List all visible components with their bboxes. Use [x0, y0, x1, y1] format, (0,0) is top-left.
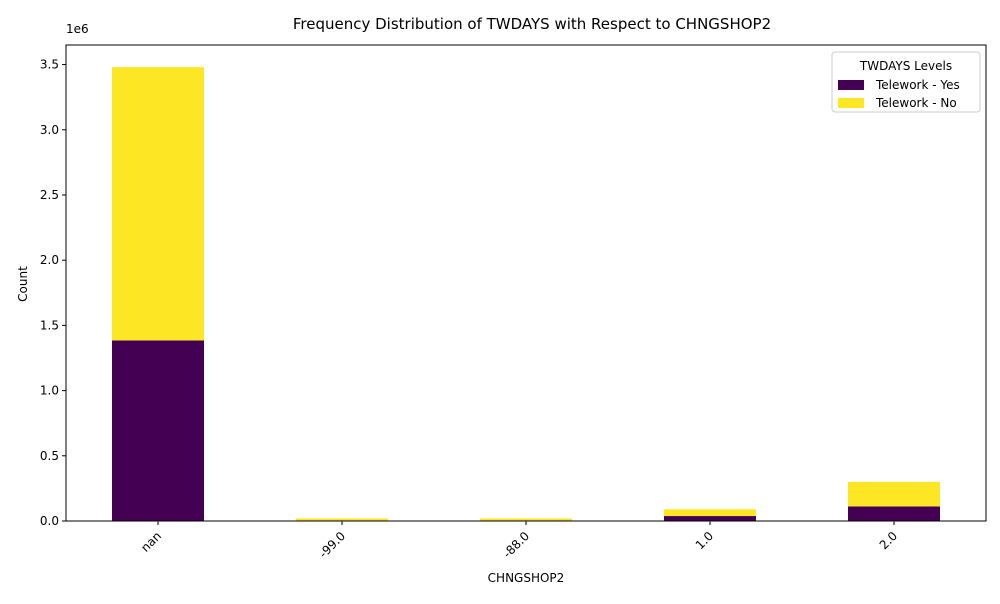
x-tick-label: -99.0 [316, 529, 348, 561]
y-tick-label: 3.0 [40, 123, 59, 137]
y-axis-label: Count [16, 266, 30, 302]
x-axis-ticks: nan -99.0 -88.0 1.0 2.0 [138, 521, 900, 561]
legend: TWDAYS Levels Telework - Yes Telework - … [831, 51, 981, 113]
x-tick-label: 1.0 [693, 529, 716, 552]
y-tick-label: 0.0 [40, 514, 59, 528]
x-axis-label: CHNGSHOP2 [488, 571, 565, 585]
x-tick-label: nan [138, 529, 164, 555]
y-tick-label: 3.5 [40, 58, 59, 72]
bar-telework-yes-1-0 [664, 516, 756, 521]
legend-swatch-telework-no [838, 98, 864, 108]
x-tick-label: 2.0 [877, 529, 900, 552]
legend-label-telework-yes: Telework - Yes [875, 78, 960, 92]
bar-telework-no-1-0 [664, 509, 756, 517]
plot-area-frame [65, 44, 987, 522]
x-tick-label: -88.0 [500, 529, 532, 561]
y-tick-label: 1.5 [40, 318, 59, 332]
bar-telework-yes-nan [112, 340, 204, 521]
y-axis-offset-label: 1e6 [66, 22, 89, 36]
bar-telework-no-88-0 [480, 518, 572, 521]
legend-box [831, 51, 981, 113]
bar-telework-no-2-0 [848, 481, 940, 507]
y-tick-label: 1.0 [40, 384, 59, 398]
bar-telework-no-99-0 [296, 518, 388, 521]
y-tick-label: 2.0 [40, 253, 59, 267]
legend-label-telework-no: Telework - No [875, 96, 957, 110]
legend-swatch-telework-yes [838, 80, 864, 90]
bars-group [112, 67, 940, 521]
y-axis-ticks: 0.0 0.5 1.0 1.5 2.0 2.5 3.0 3.5 [40, 58, 66, 528]
y-tick-label: 2.5 [40, 188, 59, 202]
bar-telework-no-nan [112, 67, 204, 341]
bar-telework-yes-2-0 [848, 506, 940, 521]
y-tick-label: 0.5 [40, 449, 59, 463]
legend-title: TWDAYS Levels [859, 59, 952, 73]
chart-title: Frequency Distribution of TWDAYS with Re… [293, 15, 771, 33]
